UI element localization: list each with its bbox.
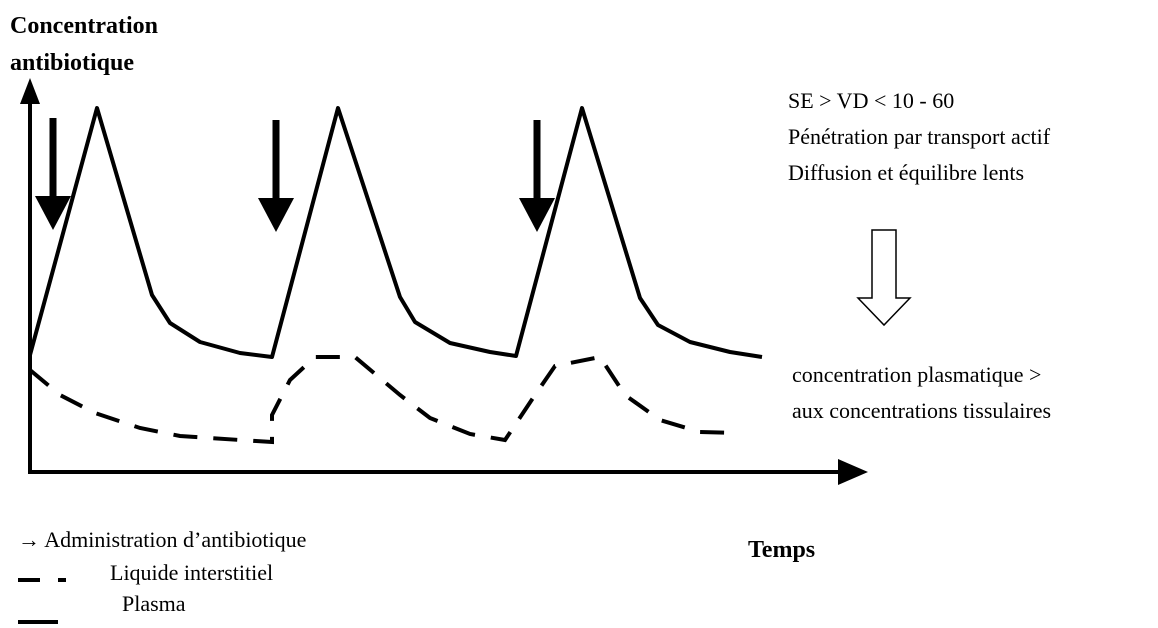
x-axis-arrow [838, 459, 868, 485]
plasma-curve [28, 106, 763, 359]
x-label: Temps [748, 537, 815, 563]
annotation: SE > VD < 10 - 60 [788, 88, 954, 113]
y-axis-arrow [20, 78, 40, 104]
dose-arrows [35, 118, 555, 232]
interstitial-curve [28, 354, 741, 445]
hollow-arrow [856, 229, 912, 327]
legend-interstitial: Liquide interstitiel [110, 560, 273, 585]
legend-administration: → Administration d’antibiotique [18, 527, 306, 552]
conclusion: concentration plasmatique > [792, 362, 1041, 387]
y-label: antibiotique [10, 50, 134, 76]
legend-plasma: Plasma [122, 591, 186, 616]
annotation: Diffusion et équilibre lents [788, 160, 1024, 185]
y-label: Concentration [10, 13, 158, 39]
conclusion: aux concentrations tissulaires [792, 398, 1051, 423]
annotation: Pénétration par transport actif [788, 124, 1051, 149]
